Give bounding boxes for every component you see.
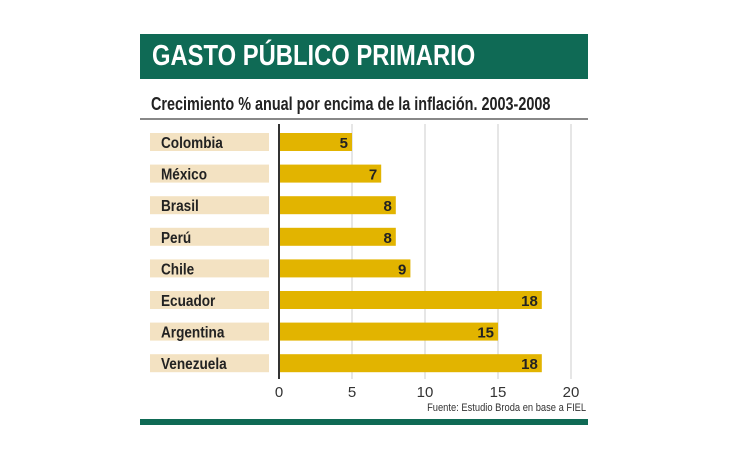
chart-title: GASTO PÚBLICO PRIMARIO <box>152 40 476 72</box>
x-tick-label: 20 <box>563 384 580 401</box>
data-label: 7 <box>369 167 377 184</box>
data-label: 9 <box>398 261 406 278</box>
bar <box>279 164 382 183</box>
category-label-bg <box>150 354 269 373</box>
category-label-bg <box>150 322 269 341</box>
category-label-bg <box>150 227 269 246</box>
category-label: Ecuador <box>161 293 216 310</box>
source-note: Fuente: Estudio Broda en base a FIEL <box>426 402 586 414</box>
bar <box>279 133 352 151</box>
bar <box>279 291 542 309</box>
data-label: 18 <box>521 293 538 310</box>
divider <box>140 118 588 120</box>
category-label: Argentina <box>161 325 225 342</box>
title-bar: GASTO PÚBLICO PRIMARIO <box>140 34 588 79</box>
category-label: Brasil <box>161 198 199 215</box>
data-label: 18 <box>521 356 538 373</box>
category-label-bg <box>150 291 269 309</box>
x-tick-label: 0 <box>275 384 283 401</box>
x-tick-label: 10 <box>417 384 434 401</box>
category-label-bg <box>150 259 269 278</box>
bar <box>279 259 411 278</box>
bar <box>279 354 542 373</box>
category-label-bg <box>150 164 269 183</box>
category-label-bg <box>150 133 269 151</box>
chart-subtitle: Crecimiento % anual por encima de la inf… <box>151 94 551 114</box>
data-label: 8 <box>383 230 391 247</box>
x-tick-label: 15 <box>490 384 507 401</box>
category-label: Venezuela <box>161 356 227 373</box>
category-label-bg <box>150 196 269 215</box>
bar <box>279 227 396 246</box>
category-label: México <box>161 167 207 184</box>
data-label: 8 <box>383 198 391 215</box>
bar <box>279 196 396 215</box>
category-label: Perú <box>161 230 191 247</box>
category-label: Colombia <box>161 135 224 152</box>
x-tick-label: 5 <box>348 384 356 401</box>
category-label: Chile <box>161 261 194 278</box>
data-label: 15 <box>477 325 494 342</box>
footer-bar <box>140 419 588 425</box>
bar <box>279 322 498 341</box>
data-label: 5 <box>340 135 348 152</box>
